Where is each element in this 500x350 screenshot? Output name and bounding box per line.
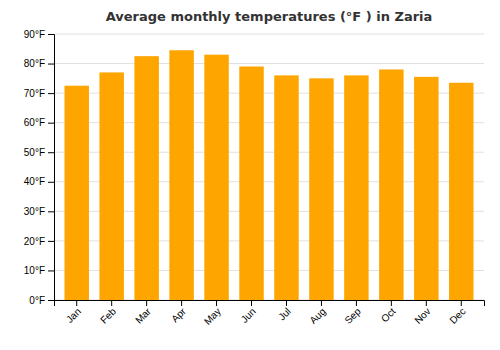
- y-tick-label: 80°F: [24, 58, 45, 69]
- x-tick-label: Nov: [412, 306, 432, 326]
- bar: [204, 55, 228, 300]
- x-tick-mark: [111, 300, 112, 306]
- bar: [309, 78, 333, 300]
- bar: [274, 75, 298, 300]
- x-tick-label: Jun: [239, 306, 258, 325]
- x-tick-mark: [356, 300, 357, 306]
- x-tick: Apr: [169, 300, 188, 324]
- grid: [54, 34, 484, 300]
- y-tick-label: 50°F: [24, 147, 45, 158]
- x-tick-label: Jul: [276, 306, 293, 323]
- plot: 0°F 10°F 20°F 30°F 40°F 50°F 60°F 70°F 80°F 90°F J…: [24, 29, 485, 327]
- x-tick-label: Jan: [64, 306, 83, 325]
- y-tick-mark: [48, 64, 54, 65]
- y-tick: 80°F: [24, 58, 54, 69]
- y-tick-label: 60°F: [24, 117, 45, 128]
- x-tick-mark: [461, 300, 462, 306]
- x-tick-mark: [391, 300, 392, 306]
- bar: [169, 50, 193, 300]
- bar: [414, 77, 438, 300]
- chart-container: 0°F 10°F 20°F 30°F 40°F 50°F 60°F 70°F 80°F 90°F J…: [0, 0, 500, 350]
- bar: [379, 69, 403, 300]
- x-tick: Dec: [447, 300, 467, 326]
- x-tick: Jun: [239, 300, 258, 325]
- y-tick-label: 70°F: [24, 88, 45, 99]
- x-tick-label: Aug: [307, 306, 327, 326]
- x-tick-label: Apr: [169, 305, 188, 324]
- y-tick: 30°F: [24, 206, 54, 217]
- y-axis: 0°F 10°F 20°F 30°F 40°F 50°F 60°F 70°F 80°F 90°F: [24, 29, 55, 306]
- x-axis-line: [55, 301, 485, 307]
- grid-line: [54, 34, 484, 35]
- x-tick-label: Feb: [98, 305, 118, 325]
- y-tick: 70°F: [24, 88, 54, 99]
- bar: [344, 75, 368, 300]
- x-tick-label: Sep: [342, 305, 363, 326]
- x-tick: Feb: [98, 300, 118, 326]
- x-tick: Jan: [64, 300, 83, 325]
- chart: 0°F 10°F 20°F 30°F 40°F 50°F 60°F 70°F 80°F 90°F J…: [0, 0, 500, 350]
- y-tick-mark: [48, 182, 54, 183]
- y-tick: 0°F: [29, 295, 54, 306]
- x-tick-mark: [426, 300, 427, 306]
- x-tick: Nov: [412, 300, 432, 326]
- y-tick-mark: [48, 211, 54, 212]
- y-tick-label: 20°F: [24, 236, 45, 247]
- y-tick-label: 30°F: [24, 206, 45, 217]
- x-tick: Oct: [379, 300, 398, 324]
- y-tick: 50°F: [24, 147, 54, 158]
- bar: [239, 67, 263, 300]
- bar: [64, 86, 88, 300]
- y-tick-mark: [48, 270, 54, 271]
- y-tick-label: 90°F: [24, 29, 45, 40]
- title: Average monthly temperatures (°F ) in Za…: [106, 9, 433, 24]
- y-tick: 90°F: [24, 29, 54, 40]
- x-tick: Jul: [276, 300, 293, 322]
- x-tick: Sep: [342, 300, 363, 326]
- x-tick: Mar: [133, 300, 153, 326]
- x-tick-label: Mar: [133, 305, 153, 325]
- x-tick-mark: [216, 300, 217, 306]
- x-tick-mark: [181, 300, 182, 306]
- x-tick-mark: [76, 300, 77, 306]
- bar: [99, 72, 123, 300]
- y-tick: 60°F: [24, 117, 54, 128]
- x-tick-mark: [286, 300, 287, 306]
- y-tick-mark: [48, 241, 54, 242]
- y-tick-mark: [48, 300, 54, 301]
- bar: [134, 56, 158, 300]
- x-axis: Jan Feb Mar Apr May Jun Jul Aug Sep Oct Nov Dec: [55, 300, 485, 327]
- y-tick-mark: [48, 152, 54, 153]
- x-tick-mark: [321, 300, 322, 306]
- y-tick: 40°F: [24, 176, 54, 187]
- y-tick-mark: [48, 123, 54, 124]
- x-tick-label: May: [202, 306, 223, 327]
- y-tick-mark: [48, 34, 54, 35]
- y-tick: 20°F: [24, 236, 54, 247]
- x-tick-label: Oct: [379, 306, 398, 325]
- x-tick: May: [202, 300, 223, 327]
- y-tick-mark: [48, 93, 54, 94]
- x-tick-mark: [146, 300, 147, 306]
- x-tick: Aug: [307, 300, 327, 326]
- y-tick-label: 10°F: [24, 265, 45, 276]
- grid-line: [54, 63, 484, 64]
- bar: [449, 83, 473, 300]
- bars: [64, 50, 473, 300]
- x-tick-mark: [251, 300, 252, 306]
- y-tick-label: 40°F: [24, 176, 45, 187]
- x-tick-label: Dec: [447, 306, 467, 326]
- y-axis-line: [48, 35, 55, 301]
- y-tick-label: 0°F: [29, 295, 45, 306]
- y-tick: 10°F: [24, 265, 54, 276]
